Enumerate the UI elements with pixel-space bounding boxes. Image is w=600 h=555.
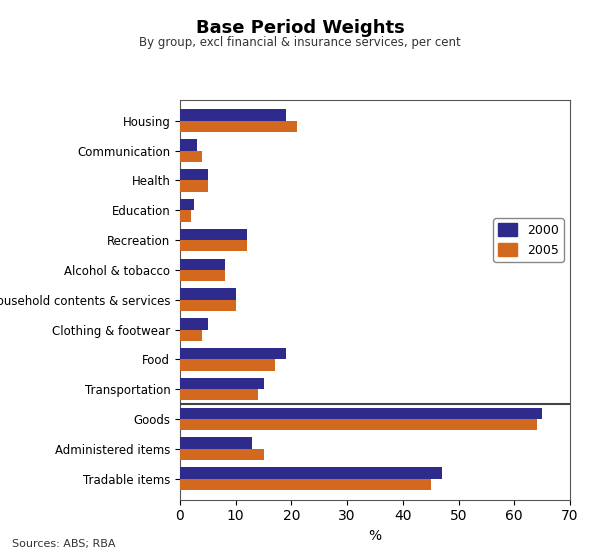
Bar [180, 318, 208, 330]
Bar [180, 229, 247, 240]
Text: Base Period Weights: Base Period Weights [196, 19, 404, 37]
Bar [180, 240, 247, 251]
Bar [180, 121, 297, 132]
Bar [180, 180, 208, 191]
Bar [180, 359, 275, 371]
Bar [180, 300, 236, 311]
Bar [180, 109, 286, 121]
X-axis label: %: % [368, 529, 382, 543]
Text: Sources: ABS; RBA: Sources: ABS; RBA [12, 539, 115, 549]
Bar [180, 259, 224, 270]
Legend: 2000, 2005: 2000, 2005 [493, 218, 564, 261]
Bar [180, 289, 236, 300]
Bar [180, 437, 253, 449]
Bar [180, 389, 258, 401]
Bar [180, 210, 191, 221]
Bar [180, 139, 197, 150]
Bar [180, 449, 263, 460]
Bar [180, 199, 194, 210]
Bar [180, 467, 442, 478]
Bar [180, 478, 431, 490]
Bar [180, 408, 542, 419]
Bar [180, 270, 224, 281]
Bar [180, 169, 208, 180]
Bar [180, 419, 536, 430]
Bar [180, 378, 263, 389]
Bar [180, 348, 286, 359]
Text: By group, excl financial & insurance services, per cent: By group, excl financial & insurance ser… [139, 36, 461, 49]
Bar [180, 150, 202, 162]
Bar [180, 330, 202, 341]
